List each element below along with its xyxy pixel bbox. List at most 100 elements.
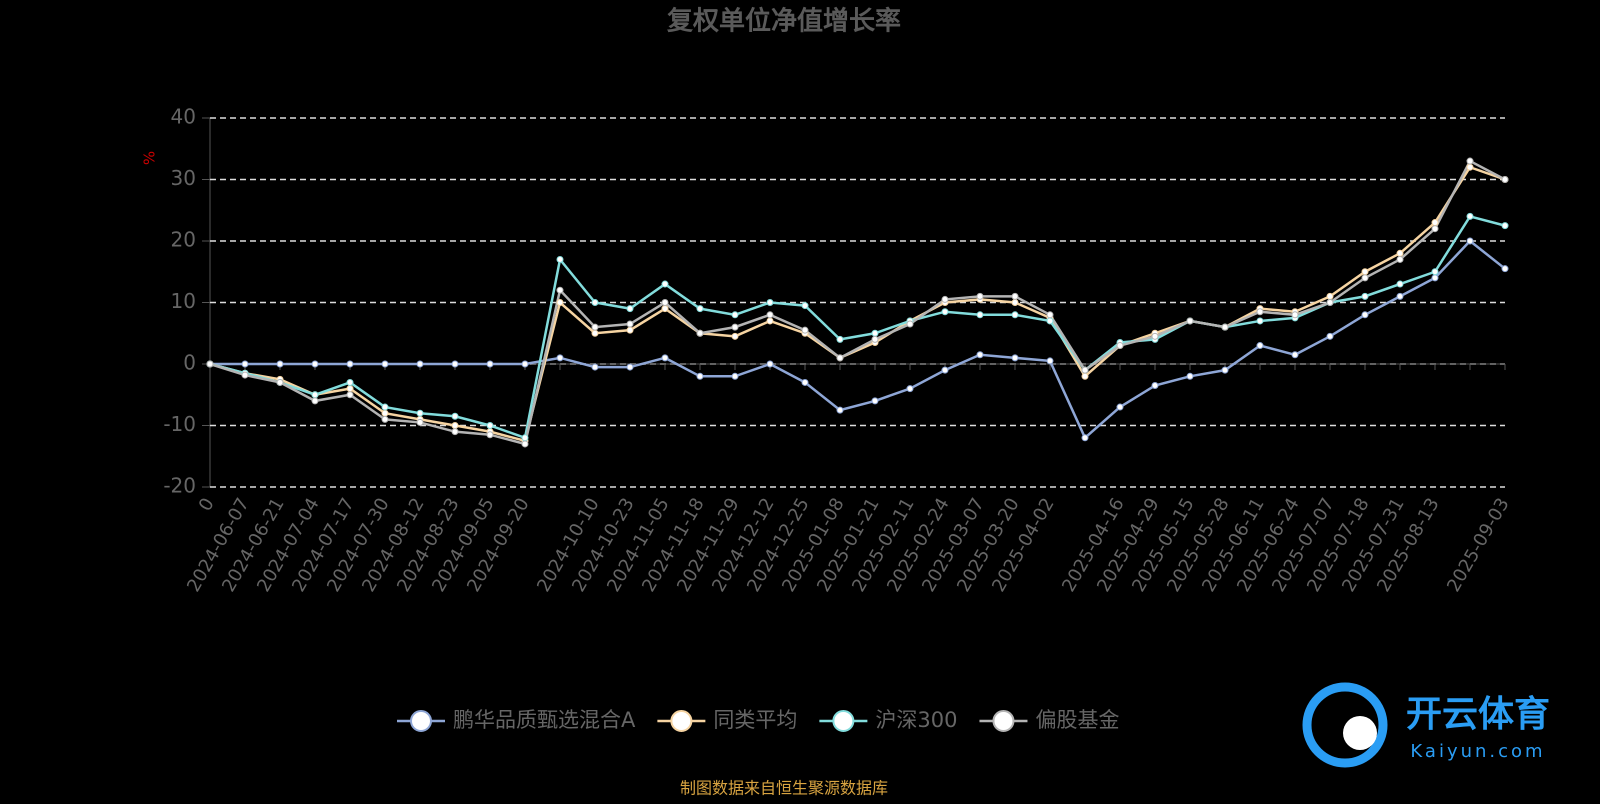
data-point [1396,249,1404,257]
data-point [1326,332,1334,340]
data-point [556,354,564,362]
data-point [416,360,424,368]
data-point [836,406,844,414]
legend-marker [992,710,1015,732]
data-point [1361,292,1369,300]
data-point [1431,225,1439,233]
data-point [1326,292,1334,300]
data-point [626,363,634,371]
data-point [731,311,739,319]
data-point [1291,351,1299,359]
legend-item: 同类平均 [657,708,797,732]
legend-marker [410,710,432,732]
legend-marker [670,710,693,732]
data-point [1431,274,1439,282]
data-point [731,372,739,380]
data-point [1046,317,1054,325]
data-point [766,360,774,368]
data-point [1501,265,1509,273]
y-tick-label: 0 [183,351,196,375]
data-point [1081,372,1089,380]
data-point [696,329,704,337]
data-point [556,299,564,306]
data-point [976,292,984,300]
data-point [801,302,809,310]
data-point [1256,342,1264,350]
data-point [1011,354,1019,362]
data-point [521,440,529,448]
data-point [1081,366,1089,374]
chart-title: 复权单位净值增长率 [667,6,901,37]
watermark: 开云体育 Kaiyun.com [1302,682,1550,768]
data-point [1011,292,1019,300]
data-point [1186,372,1194,380]
data-point [1256,308,1264,316]
data-point [1221,323,1229,331]
data-point [1151,332,1159,340]
y-tick-label: -10 [163,412,196,436]
series-line [209,214,1506,440]
data-point [451,412,459,420]
watermark-url: Kaiyun.com [1410,741,1545,762]
series-line [209,165,1506,443]
data-point [451,422,459,429]
y-tick-label: 40 [171,105,196,129]
data-point [1396,280,1404,288]
data-point [801,378,809,386]
data-point [486,422,494,429]
legend-item: 偏股基金 [979,708,1119,732]
data-point [1361,274,1369,282]
data-point [1116,342,1124,350]
data-point [766,317,774,325]
watermark-brand: 开云体育 [1406,694,1550,735]
data-point [661,305,669,313]
data-point [311,360,319,368]
legend-marker [832,710,855,732]
data-point [661,299,669,306]
data-point [836,354,844,362]
data-point [696,372,704,380]
data-point [1431,268,1439,276]
data-point [1081,434,1089,442]
data-point [626,305,634,313]
data-point [311,391,319,399]
data-point [451,360,459,368]
data-point [1151,382,1159,390]
data-point [556,286,564,294]
x-tick-label: 2025-09-03 [1443,495,1513,596]
data-point [556,255,564,263]
data-point [1116,403,1124,411]
data-point [1501,222,1509,230]
data-point [766,299,774,306]
data-point [976,351,984,359]
data-point [346,360,354,368]
legend-item: 鹏华品质甄选混合A [397,708,636,732]
data-point [626,320,634,328]
data-point [1361,268,1369,276]
data-point [661,354,669,362]
data-point [1011,299,1019,306]
data-point [381,409,389,417]
legend-label: 同类平均 [713,708,797,732]
data-point [766,311,774,319]
data-point [1466,163,1474,171]
data-point [311,397,319,405]
data-point [521,360,529,368]
data-point [731,332,739,340]
data-point [941,295,949,303]
data-point [521,434,529,442]
data-point [731,323,739,331]
data-point [1466,237,1474,245]
data-point [906,320,914,328]
series-line [209,159,1506,446]
data-point [1256,317,1264,325]
y-tick-label: -20 [163,474,196,498]
x-tick-label: 0 [195,495,219,515]
data-point [591,329,599,337]
data-point [906,385,914,393]
data-point [1501,176,1509,183]
y-tick-label: 10 [171,289,196,313]
data-point [276,378,284,386]
data-point [801,326,809,334]
